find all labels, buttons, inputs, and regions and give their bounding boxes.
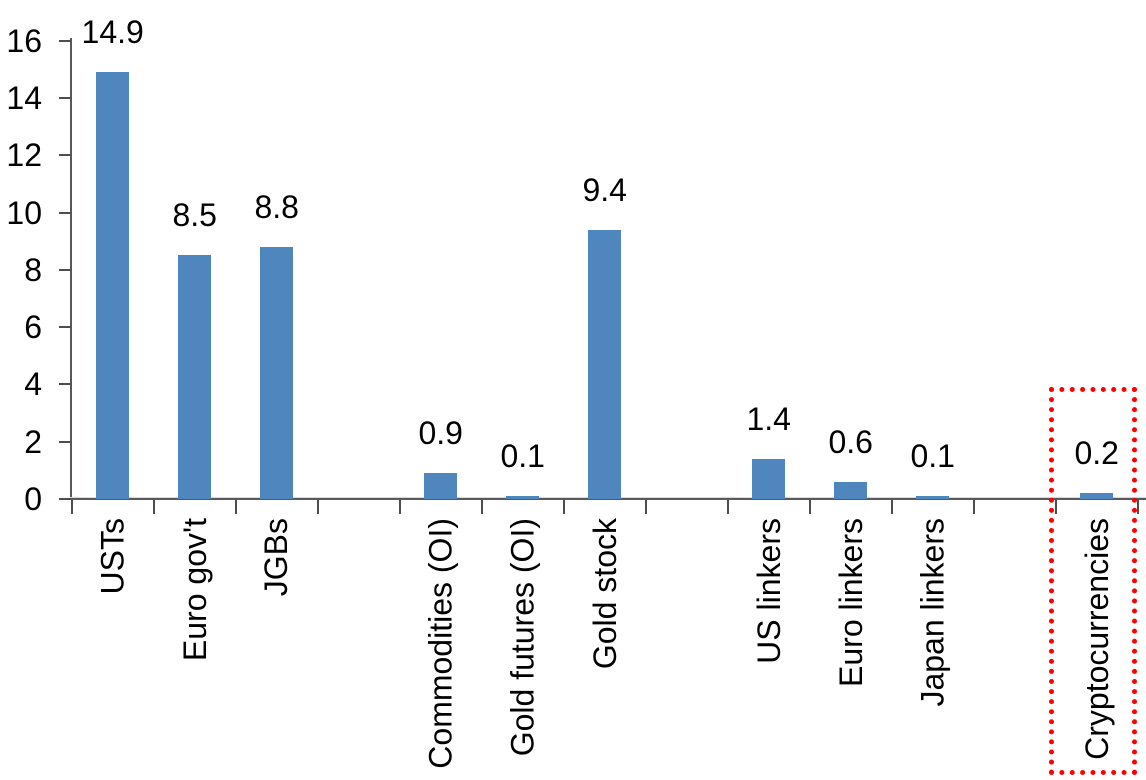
bar-value-label: 8.8 — [254, 188, 299, 225]
x-axis-tick — [234, 500, 237, 514]
bar-value-label: 9.4 — [582, 171, 627, 208]
y-axis-tick-label: 16 — [6, 22, 42, 59]
y-axis-tick-label: 4 — [24, 366, 42, 403]
x-axis-category-label-text: Japan linkers — [914, 518, 951, 707]
bar-Gold futures (OI) — [506, 496, 540, 499]
y-axis-tick-label: 14 — [6, 79, 42, 116]
x-axis-category-label-text: US linkers — [750, 518, 787, 664]
x-axis-tick — [398, 500, 401, 514]
bar-value-label: 0.6 — [828, 423, 873, 460]
y-axis-tick-label: 6 — [24, 309, 42, 346]
x-axis-tick — [808, 500, 811, 514]
y-axis-tick — [59, 383, 72, 386]
x-axis-tick — [972, 500, 975, 514]
bar-Euro linkers — [834, 481, 868, 499]
y-axis-tick — [59, 326, 72, 329]
x-axis-category-label-text: USTs — [94, 518, 131, 595]
x-axis-category-label-text: JGBs — [258, 518, 295, 597]
bar-US linkers — [752, 458, 786, 499]
y-axis-line — [70, 38, 73, 500]
y-axis-tick-label: 2 — [24, 423, 42, 460]
bar-Euro gov't — [178, 255, 212, 499]
x-axis-tick — [726, 500, 729, 514]
bar-value-label: 0.1 — [910, 438, 955, 475]
bar-JGBs — [260, 246, 294, 499]
x-axis-category-label-text: Euro linkers — [832, 518, 869, 687]
y-axis-tick — [59, 96, 72, 99]
y-axis-tick-label: 12 — [6, 137, 42, 174]
bar-value-label: 0.2 — [1074, 435, 1119, 472]
x-axis-tick — [152, 500, 155, 514]
x-axis-category-label-text: Gold stock — [586, 518, 623, 670]
highlight-box — [1048, 387, 1137, 775]
y-axis-tick — [59, 39, 72, 42]
x-axis-category-label-text: Euro gov't — [176, 518, 213, 662]
y-axis-tick-label: 8 — [24, 251, 42, 288]
x-axis-tick — [890, 500, 893, 514]
y-axis-tick — [59, 498, 72, 500]
x-axis-tick — [1136, 500, 1139, 514]
bar-value-label: 0.1 — [500, 438, 545, 475]
x-axis-tick — [480, 500, 483, 514]
bar-value-label: 8.5 — [172, 197, 217, 234]
bar-Japan linkers — [916, 496, 950, 499]
bar-Commodities (OI) — [424, 473, 458, 499]
bar-Gold stock — [588, 229, 622, 499]
x-axis-tick — [1054, 500, 1057, 514]
x-axis-category-label-text: Commodities (OI) — [422, 518, 459, 769]
y-axis-tick-label: 0 — [24, 481, 42, 517]
x-axis-line — [69, 498, 1146, 500]
x-axis-tick — [316, 500, 319, 514]
bar-value-label: 14.9 — [81, 14, 144, 51]
bar-Cryptocurrencies — [1080, 493, 1114, 499]
bar-value-label: 0.9 — [418, 415, 463, 452]
x-axis-tick — [70, 500, 73, 514]
bar-USTs — [96, 72, 130, 499]
y-axis-tick — [59, 268, 72, 271]
y-axis-tick — [59, 211, 72, 214]
y-axis-tick — [59, 440, 72, 443]
bar-value-label: 1.4 — [746, 400, 791, 437]
x-axis-tick — [562, 500, 565, 514]
y-axis-tick — [59, 154, 72, 157]
x-axis-category-label-text: Gold futures (OI) — [504, 518, 541, 757]
x-axis-tick — [644, 500, 647, 514]
y-axis-tick-label: 10 — [6, 194, 42, 231]
